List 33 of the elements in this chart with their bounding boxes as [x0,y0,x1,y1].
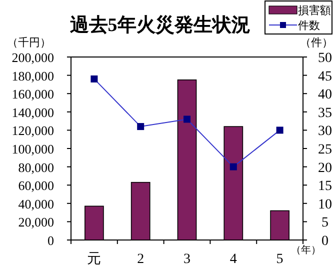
y2-tick-label: 15 [318,179,332,194]
y2-tick-label: 10 [318,197,332,212]
y2-tick-label: 50 [318,51,332,66]
y-tick-label: 140,000 [12,104,54,120]
chart-title: 過去5年火災発生状況 [68,14,250,36]
x-axis-title: （年） [291,244,321,256]
y2-tick-label: 20 [318,160,332,176]
y2-tick-label: 30 [318,124,332,140]
x-tick-label: 5 [276,252,284,267]
y-tick-label: 80,000 [18,160,54,175]
y2-tick-label: 0 [322,234,328,249]
y2-tick-label: 45 [318,69,332,84]
legend-label: 件数 [298,20,320,32]
y-tick-label: 120,000 [12,123,54,138]
y2-tick-label: 40 [318,88,332,103]
x-tick-label: 元 [87,252,102,267]
y-tick-label: 40,000 [18,196,54,212]
y-tick-label: 180,000 [12,68,54,84]
y-tick-label: 100,000 [12,142,54,156]
x-tick-label: 2 [137,252,144,267]
y-tick-label: 0 [48,233,54,248]
x-tick-label: 3 [184,252,190,267]
y2-axis-title: （件） [300,37,333,49]
y-tick-label: 20,000 [18,214,54,230]
y-axis-title: （千円） [7,36,51,49]
y2-tick-label: 25 [318,142,332,158]
legend-label: 損害額 [298,4,331,17]
y-tick-label: 160,000 [12,86,54,102]
y2-tick-label: 35 [318,106,332,121]
y-tick-label: 200,000 [12,50,54,65]
x-tick-label: 4 [230,252,237,267]
y2-tick-label: 5 [322,216,328,231]
y-tick-label: 60,000 [18,178,54,194]
